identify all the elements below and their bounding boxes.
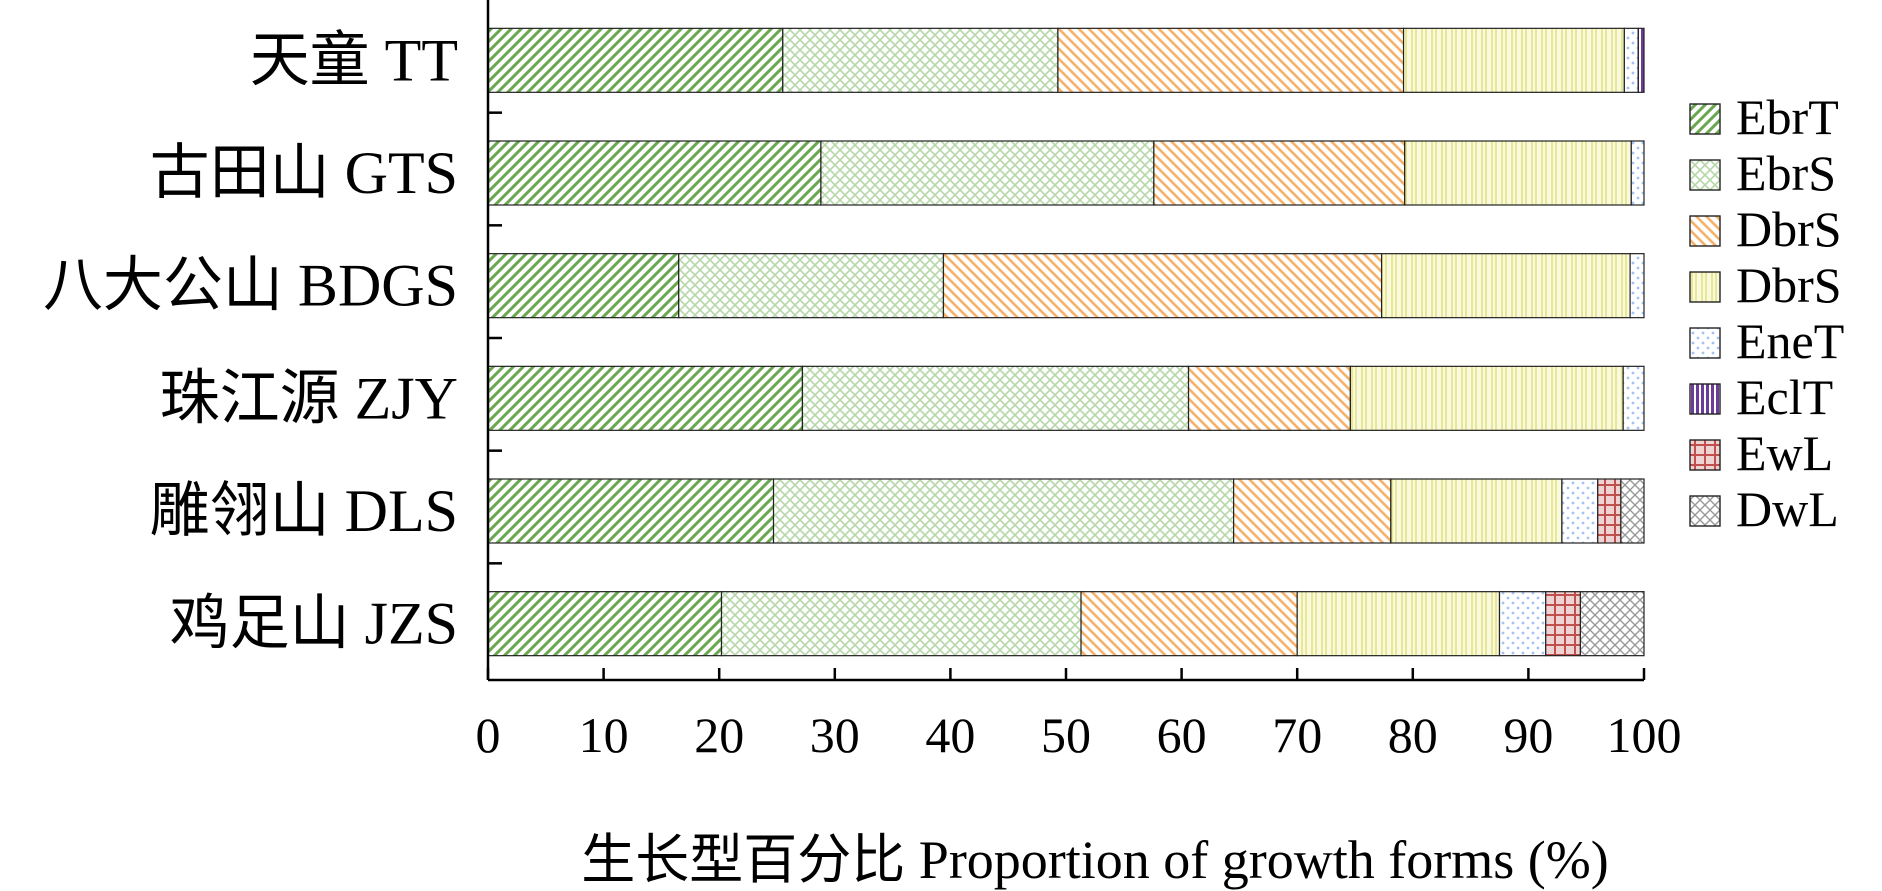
legend-swatch xyxy=(1689,439,1721,471)
bar-segment-dwl-4 xyxy=(1620,478,1645,544)
x-tick-label: 10 xyxy=(579,707,629,763)
category-label: 珠江源 ZJY xyxy=(160,365,458,431)
legend-label: EwL xyxy=(1736,425,1833,481)
legend-label: DbrS xyxy=(1736,201,1842,257)
legend-swatch xyxy=(1689,495,1721,527)
legend-label: DbrS xyxy=(1736,257,1842,313)
x-tick-label: 60 xyxy=(1157,707,1207,763)
bar-segment-dbrs-0 xyxy=(1057,27,1405,93)
x-tick-label: 20 xyxy=(694,707,744,763)
category-label: 八大公山 BDGS xyxy=(43,253,458,319)
category-label: 雕翎山 DLS xyxy=(150,478,458,544)
bar-segment-enet-2 xyxy=(1629,253,1645,319)
category-label: 古田山 GTS xyxy=(150,140,458,206)
bar-segment-dbrs-2 xyxy=(1380,253,1631,319)
bar-segment-ewl-5 xyxy=(1545,591,1582,657)
bar-segment-ebrt-3 xyxy=(487,365,804,431)
bar-segment-enet-3 xyxy=(1622,365,1645,431)
x-tick-label: 100 xyxy=(1607,707,1682,763)
legend-swatch xyxy=(1689,327,1721,359)
x-tick-label: 80 xyxy=(1388,707,1438,763)
x-tick-label: 70 xyxy=(1272,707,1322,763)
bar-segment-ebrs-2 xyxy=(678,253,945,319)
bar-segment-ebrs-4 xyxy=(772,478,1235,544)
bar-segment-ebrt-1 xyxy=(487,140,822,206)
bar-segment-dbrs-3 xyxy=(1349,365,1624,431)
x-tick-label: 0 xyxy=(476,707,501,763)
legend-item-ebrt: EbrT xyxy=(1689,89,1839,145)
bar-segment-dbrs-2 xyxy=(942,253,1383,319)
bar-segment-ebrt-4 xyxy=(487,478,775,544)
bars-layer xyxy=(487,27,1645,657)
labels-layer: 天童 TT 古田山 GTS 八大公山 BDGS 珠江源 ZJY 雕翎山 DLS 鸡足山 J… xyxy=(43,27,1682,763)
legend-item-enet: EneT xyxy=(1689,313,1844,369)
bar-segment-enet-5 xyxy=(1498,591,1547,657)
bar-segment-dbrs-4 xyxy=(1390,478,1563,544)
axes-layer xyxy=(486,0,1646,682)
bar-segment-ebrt-2 xyxy=(487,253,680,319)
bar-segment-enet-1 xyxy=(1630,140,1645,206)
bar-segment-ewl-4 xyxy=(1597,478,1622,544)
bar-segment-ebrt-0 xyxy=(487,27,784,93)
legend-swatch xyxy=(1689,103,1721,135)
x-tick-label: 90 xyxy=(1503,707,1553,763)
legend-item-dwl: DwL xyxy=(1689,481,1839,537)
bar-segment-dbrs-0 xyxy=(1402,27,1625,93)
legend-label: DwL xyxy=(1736,481,1839,537)
legend-swatch xyxy=(1689,215,1721,247)
bar-segment-dbrs-1 xyxy=(1404,140,1632,206)
legend-label: EneT xyxy=(1736,313,1844,369)
legend-swatch xyxy=(1689,383,1721,415)
bar-segment-dwl-5 xyxy=(1579,591,1645,657)
category-label: 天童 TT xyxy=(250,27,458,93)
bar-segment-ebrt-5 xyxy=(487,591,723,657)
bar-segment-enet-4 xyxy=(1561,478,1599,544)
legend-item-eclt: EclT xyxy=(1689,369,1833,425)
bar-segment-dbrs-4 xyxy=(1233,478,1392,544)
bar-segment-dbrs-3 xyxy=(1187,365,1351,431)
bar-segment-enet-0 xyxy=(1623,27,1639,93)
legend-item-ebrs: EbrS xyxy=(1689,145,1836,201)
legend-item-ewl: EwL xyxy=(1689,425,1833,481)
x-tick-label: 50 xyxy=(1041,707,1091,763)
legend-label: EclT xyxy=(1736,369,1833,425)
bar-segment-dbrs-1 xyxy=(1153,140,1406,206)
x-tick-label: 40 xyxy=(925,707,975,763)
bar-segment-ebrs-3 xyxy=(801,365,1190,431)
x-tick-label: 30 xyxy=(810,707,860,763)
bar-segment-ebrs-1 xyxy=(820,140,1155,206)
legend-swatch xyxy=(1689,159,1721,191)
bar-segment-eclt-0 xyxy=(1637,27,1645,93)
bar-segment-ebrs-5 xyxy=(720,591,1082,657)
category-label: 鸡足山 JZS xyxy=(170,591,458,657)
bar-segment-ebrs-0 xyxy=(782,27,1059,93)
legend-item-dbrs: DbrS xyxy=(1689,201,1842,257)
bar-segment-dbrs-5 xyxy=(1080,591,1298,657)
x-axis-title: 生长型百分比 Proportion of growth forms (%) xyxy=(581,830,1608,890)
legend-item-dbrs: DbrS xyxy=(1689,257,1842,313)
legend-label: EbrS xyxy=(1736,145,1836,201)
bar-segment-dbrs-5 xyxy=(1296,591,1501,657)
legend-label: EbrT xyxy=(1736,89,1839,145)
legend-swatch xyxy=(1689,271,1721,303)
